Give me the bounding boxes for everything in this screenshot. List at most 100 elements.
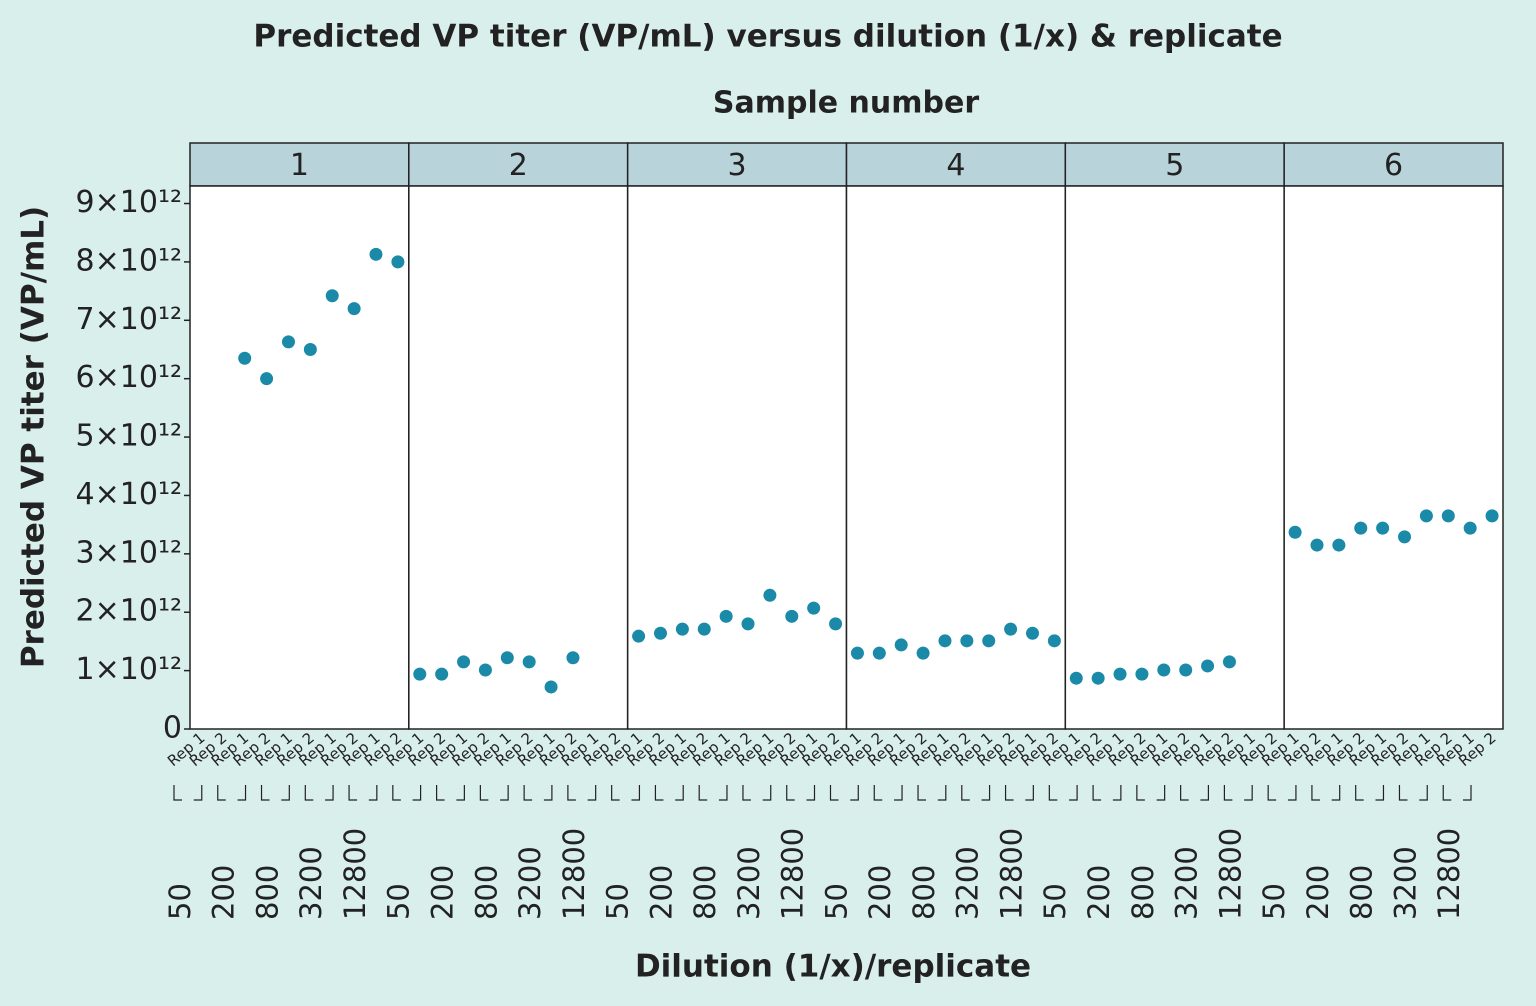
data-point: [1419, 509, 1433, 523]
y-tick-label: 1×10¹²: [76, 652, 182, 687]
x-dilution-label: 3200: [951, 846, 985, 920]
panel-label: 2: [509, 148, 528, 183]
x-dilution-label: 50: [819, 883, 853, 920]
bracket: [567, 785, 597, 801]
facet-title: Sample number: [713, 86, 979, 121]
bracket: [392, 785, 422, 801]
data-point: [916, 646, 930, 660]
data-point: [960, 634, 974, 648]
chart-title: Predicted VP titer (VP/mL) versus diluti…: [253, 19, 1282, 55]
x-dilution-label: 800: [250, 865, 284, 920]
bracket: [173, 785, 203, 801]
data-point: [982, 634, 996, 648]
x-dilution-label: 12800: [338, 828, 372, 920]
data-point: [1310, 538, 1324, 552]
data-point: [1441, 509, 1455, 523]
bracket: [873, 785, 903, 801]
x-dilution-label: 12800: [557, 828, 591, 920]
data-point: [566, 651, 580, 665]
data-point: [1463, 521, 1477, 535]
data-point: [1069, 671, 1083, 685]
data-point: [697, 622, 711, 636]
bracket: [698, 785, 728, 801]
data-point: [522, 655, 536, 669]
data-point: [829, 617, 843, 631]
y-tick-label: 7×10¹²: [76, 302, 182, 337]
y-tick-label: 5×10¹²: [76, 419, 182, 454]
bracket: [1048, 785, 1078, 801]
panel-label: 5: [1165, 148, 1184, 183]
data-point: [1004, 622, 1018, 636]
x-dilution-label: 800: [1126, 865, 1160, 920]
data-point: [391, 255, 405, 269]
y-tick-label: 9×10¹²: [76, 185, 182, 220]
data-point: [938, 634, 952, 648]
data-point: [435, 667, 449, 681]
bracket: [1136, 785, 1166, 801]
data-point: [675, 622, 689, 636]
bracket: [917, 785, 947, 801]
data-point: [894, 638, 908, 652]
x-dilution-label: 200: [425, 865, 459, 920]
y-tick-label: 8×10¹²: [76, 243, 182, 278]
data-point: [544, 680, 558, 694]
data-point: [325, 289, 339, 303]
data-point: [1157, 663, 1171, 677]
x-dilution-label: 50: [601, 883, 635, 920]
panel-strip: [408, 142, 629, 187]
data-point: [457, 655, 471, 669]
data-point: [850, 646, 864, 660]
bracket: [1398, 785, 1428, 801]
data-point: [741, 617, 755, 631]
data-point: [1135, 667, 1149, 681]
panel-label: 4: [946, 148, 965, 183]
data-point: [1091, 671, 1105, 685]
data-point: [719, 609, 733, 623]
bracket: [1004, 785, 1034, 801]
x-dilution-label: 3200: [513, 846, 547, 920]
y-tick-label: 2×10¹²: [76, 594, 182, 629]
data-point: [1288, 525, 1302, 539]
panel: [1064, 185, 1285, 730]
bracket: [479, 785, 509, 801]
data-point: [653, 626, 667, 640]
x-dilution-label: 200: [1082, 865, 1116, 920]
x-dilution-label: 50: [163, 883, 197, 920]
x-dilution-label: 12800: [994, 828, 1028, 920]
bracket: [611, 785, 641, 801]
data-point: [369, 247, 383, 261]
y-tick-label: 3×10¹²: [76, 535, 182, 570]
data-point: [1332, 538, 1346, 552]
panel: [189, 185, 410, 730]
x-axis-label: Dilution (1/x)/replicate: [635, 949, 1031, 985]
bracket: [1442, 785, 1472, 801]
data-point: [1047, 634, 1061, 648]
data-point: [347, 302, 361, 316]
x-dilution-label: 3200: [1170, 846, 1204, 920]
data-point: [1179, 663, 1193, 677]
bracket: [1311, 785, 1341, 801]
y-axis-label: Predicted VP titer (VP/mL): [16, 206, 52, 668]
x-dilution-label: 3200: [294, 846, 328, 920]
data-point: [1222, 655, 1236, 669]
data-point: [281, 335, 295, 349]
x-dilution-label: 50: [382, 883, 416, 920]
x-dilution-label: 800: [1345, 865, 1379, 920]
bracket: [786, 785, 816, 801]
panel-strip: [1283, 142, 1504, 187]
bracket: [1267, 785, 1297, 801]
data-point: [872, 646, 886, 660]
x-dilution-label: 12800: [776, 828, 810, 920]
data-point: [785, 609, 799, 623]
panel-strip: [626, 142, 848, 187]
x-dilution-label: 12800: [1213, 828, 1247, 920]
x-dilution-label: 200: [207, 865, 241, 920]
panel-strip: [189, 142, 410, 187]
data-point: [1376, 521, 1390, 535]
panel-strip: [845, 142, 1067, 187]
bracket: [1180, 785, 1209, 801]
data-point: [1485, 509, 1499, 523]
data-point: [238, 351, 252, 365]
x-dilution-label: 12800: [1432, 828, 1466, 920]
